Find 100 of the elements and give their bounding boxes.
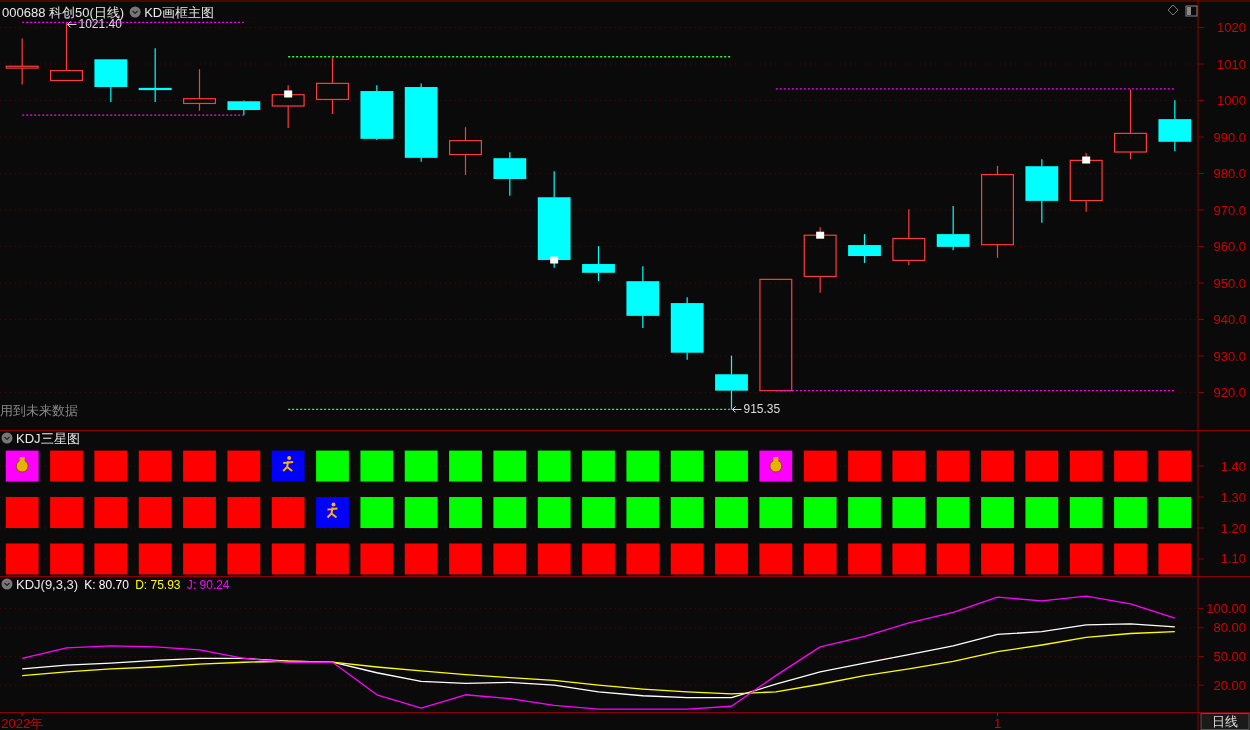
point (94, 543, 128, 575)
point (227, 450, 261, 482)
point (404, 497, 438, 528)
point (1025, 450, 1059, 482)
y-tick-label: 1.20 (1220, 520, 1246, 536)
point (271, 450, 305, 482)
y-tick-label: 970.0 (1213, 202, 1246, 218)
chart-title: 000688 科创50(日线) (2, 5, 125, 20)
point (5, 450, 39, 482)
y-tick-label: 1010 (1217, 56, 1246, 72)
point (1025, 543, 1059, 575)
point (892, 497, 926, 528)
point (537, 497, 571, 528)
point (981, 450, 1014, 482)
y-tick-label: 1020 (1217, 20, 1246, 36)
point (1082, 156, 1091, 164)
point (493, 543, 527, 575)
point (1069, 543, 1103, 575)
point (892, 450, 926, 482)
point (582, 497, 615, 528)
point (138, 543, 172, 575)
point (816, 231, 825, 239)
chart-title: KDJ(9,3,3) (16, 577, 79, 592)
point (1069, 450, 1103, 482)
point (759, 543, 793, 575)
point (803, 450, 837, 482)
point (537, 543, 571, 575)
annotation: 用到未来数据 (0, 403, 78, 418)
point (360, 543, 394, 575)
point (582, 543, 615, 575)
point (1114, 497, 1147, 528)
y-tick-label: 960.0 (1213, 239, 1246, 255)
y-tick-label: 50.00 (1213, 648, 1246, 664)
point (981, 543, 1014, 575)
point (1114, 543, 1147, 575)
text: D: 75.93 (135, 578, 181, 592)
point (1158, 450, 1192, 482)
point (803, 497, 837, 528)
point (936, 497, 970, 528)
point (1114, 450, 1147, 482)
point (404, 543, 438, 575)
point (803, 543, 837, 575)
y-tick-label: 100.00 (1206, 601, 1246, 617)
y-tick-label: 1.10 (1220, 551, 1246, 567)
y-tick-label: 1.40 (1220, 458, 1246, 474)
point (1069, 497, 1103, 528)
point (848, 450, 881, 482)
point (227, 543, 261, 575)
point (936, 543, 970, 575)
point (550, 256, 559, 264)
point (449, 543, 482, 575)
text: K: 80.70 (84, 578, 130, 592)
point (759, 450, 793, 482)
y-tick-label: 950.0 (1213, 275, 1246, 291)
point (670, 497, 704, 528)
text: J: 90.24 (186, 578, 230, 592)
point (759, 497, 793, 528)
point (271, 543, 305, 575)
y-tick-label: 940.0 (1213, 312, 1246, 328)
y-tick-label: 980.0 (1213, 166, 1246, 182)
y-tick-label: 1000 (1217, 93, 1246, 109)
line-series (21, 595, 1176, 710)
point (183, 543, 216, 575)
point (493, 497, 527, 528)
point (1158, 497, 1192, 528)
annotation: 915.35 (743, 402, 781, 417)
point (848, 543, 881, 575)
point (5, 543, 39, 575)
point (936, 450, 970, 482)
chart-title: KDJ三星图 (16, 431, 80, 446)
y-tick-label: 1.30 (1220, 489, 1246, 505)
point (892, 543, 926, 575)
point (360, 497, 394, 528)
point (626, 543, 660, 575)
point (670, 543, 704, 575)
point (316, 497, 349, 528)
y-tick-label: 990.0 (1213, 129, 1246, 145)
point (183, 450, 216, 482)
point (50, 543, 83, 575)
point (50, 450, 83, 482)
point (284, 90, 293, 98)
x-tick-label: 1 (993, 716, 1002, 730)
point (94, 450, 128, 482)
point (981, 497, 1014, 528)
point (715, 543, 748, 575)
text: 日线 (1212, 714, 1238, 729)
chart-subtitle: KD画框主图 (144, 5, 215, 20)
y-tick-label: 20.00 (1213, 677, 1246, 693)
point (715, 497, 748, 528)
point (626, 497, 660, 528)
point (449, 497, 482, 528)
y-tick-label: 920.0 (1213, 385, 1246, 400)
point (1025, 497, 1059, 528)
y-tick-label: 80.00 (1213, 620, 1246, 636)
y-tick-label: 930.0 (1213, 348, 1246, 364)
x-tick-label: 2022年 (1, 716, 44, 730)
point (848, 497, 881, 528)
point (138, 450, 172, 482)
point (316, 543, 349, 575)
point (1158, 543, 1192, 575)
